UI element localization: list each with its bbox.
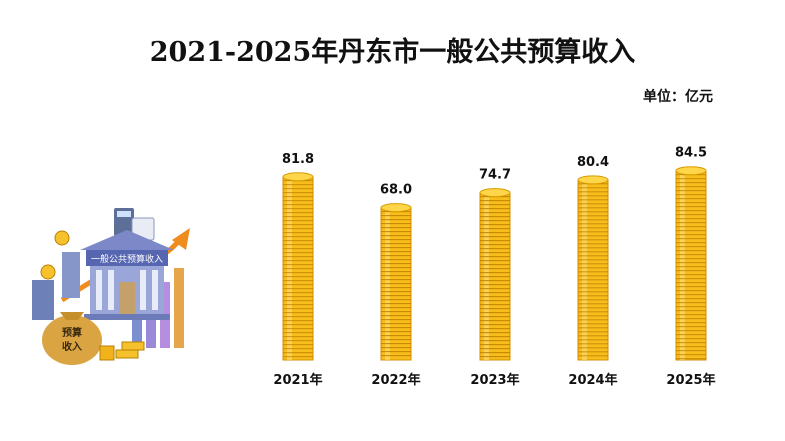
bar-2024年 [577, 175, 609, 361]
category-label: 2023年 [470, 372, 519, 388]
building-pillar [96, 270, 102, 310]
building-pillar [140, 270, 146, 310]
building-sign-text: 一般公共预算收入 [91, 253, 163, 265]
coin-top [282, 172, 314, 182]
bar-2023年 [479, 188, 511, 361]
value-label-group: 81.8 68.0 74.7 80.4 84.5 [282, 146, 707, 198]
arrow-head-icon [172, 228, 190, 250]
building-pillar [108, 270, 114, 310]
bar-2025年 [675, 166, 707, 361]
coin-stack-icon [99, 345, 115, 361]
money-bag-neck [60, 312, 84, 320]
value-label: 81.8 [282, 152, 314, 167]
budget-illustration: 一般公共预算收入 预算 收入 [32, 208, 190, 365]
illustration-bar [146, 294, 156, 348]
value-label: 84.5 [675, 146, 707, 161]
category-label: 2025年 [666, 372, 715, 388]
value-label: 74.7 [479, 168, 511, 183]
coin-top [675, 166, 707, 176]
category-label: 2022年 [371, 372, 420, 388]
page-title: 2021-2025年丹东市一般公共预算收入 [149, 37, 636, 68]
money-bag-text-1: 预算 [62, 326, 82, 339]
building-steps [84, 314, 170, 320]
illustration-building [62, 252, 80, 298]
category-label: 2021年 [273, 372, 322, 388]
building-roof [80, 230, 174, 250]
building-door [119, 282, 135, 314]
illustration-building [32, 280, 54, 320]
unit-label: 单位：亿元 [643, 89, 713, 105]
value-label: 80.4 [577, 155, 609, 170]
gold-bar-icon [121, 341, 145, 351]
money-bag-text-2: 收入 [62, 340, 82, 353]
category-label: 2024年 [568, 372, 617, 388]
bar-2021年 [282, 172, 314, 361]
bar-2022年 [380, 203, 412, 361]
yuan-coin-icon [54, 230, 70, 246]
calculator-screen [117, 211, 131, 217]
money-bag-icon [42, 315, 102, 365]
value-label: 68.0 [380, 183, 412, 198]
illustration-bar [174, 268, 184, 348]
building-sign-board [86, 250, 168, 266]
yuan-coin-icon [40, 264, 56, 280]
building-pillar [152, 270, 158, 310]
coin-stack-highlight [582, 179, 587, 360]
illustration-bar [132, 308, 142, 348]
category-label-group: 2021年 2022年 2023年 2024年 2025年 [273, 372, 715, 388]
bar-group [282, 166, 707, 361]
coin-stack-highlight [680, 170, 685, 360]
coin-top [577, 175, 609, 185]
coin-top [380, 203, 412, 213]
coin-top [479, 188, 511, 198]
